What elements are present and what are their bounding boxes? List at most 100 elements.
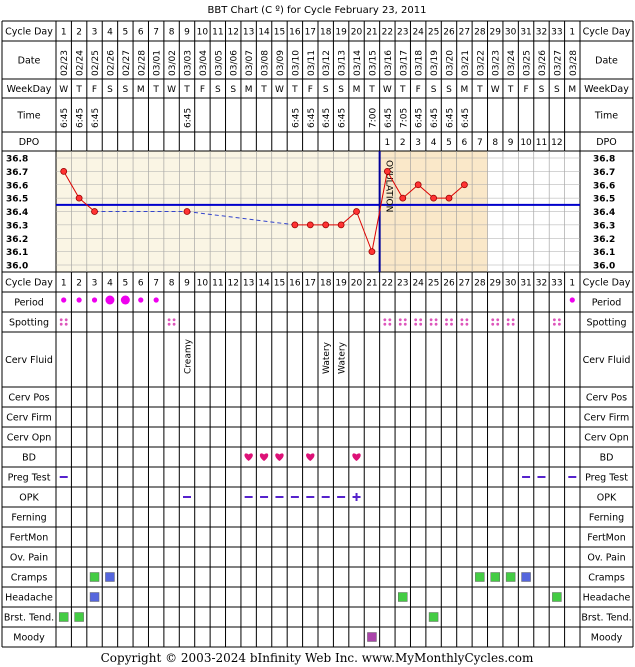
symptom-marks — [58, 295, 577, 642]
cerv-fluid-cell: Watery — [322, 341, 332, 374]
time-cell: 6:45 — [415, 108, 425, 128]
temperature-point — [183, 208, 191, 215]
row-label-right-cerv-firm: Cerv Firm — [584, 413, 629, 424]
cycle-day-cell: 1 — [61, 28, 67, 38]
spotting-dot — [445, 322, 448, 326]
date-cell: 02/26 — [106, 50, 116, 76]
period-dot — [153, 297, 159, 303]
cycle-day-cell-bottom: 29 — [490, 279, 502, 289]
period-dot — [61, 297, 67, 303]
weekday-cell: M — [461, 85, 469, 95]
date-cell: 03/27 — [553, 50, 563, 76]
row-label-right-cerv-fluid: Cerv Fluid — [583, 355, 631, 366]
cycle-day-cell-bottom: 21 — [366, 279, 377, 289]
weekday-cell: F — [523, 85, 528, 95]
cramps-box — [505, 572, 516, 582]
temperature-point — [306, 221, 314, 229]
weekday-cell: S — [107, 85, 113, 95]
row-label-spotting: Spotting — [9, 318, 49, 329]
temperature-line — [448, 184, 465, 199]
spotting-dot — [403, 322, 407, 326]
row-label-cycle-day: Cycle Day — [5, 27, 53, 38]
cycle-day-cell: 13 — [243, 28, 254, 38]
cycle-day-cell-bottom: 13 — [243, 279, 254, 289]
spotting-dot — [414, 322, 418, 326]
spotting-dot — [64, 322, 68, 326]
dpo-cell: 2 — [400, 138, 406, 148]
cycle-day-cell-bottom: 30 — [505, 279, 517, 289]
temperature-point — [368, 248, 376, 256]
period-dot — [138, 297, 144, 303]
row-label-date: Date — [18, 56, 41, 67]
cycle-day-cell-bottom: 25 — [428, 279, 439, 289]
date-cell: 03/12 — [322, 50, 332, 76]
headache-box — [552, 592, 562, 602]
weekday-cell: S — [215, 85, 221, 95]
weekday-cell: S — [230, 85, 236, 95]
temperature-line — [402, 184, 419, 199]
y-tick-left: 36.0 — [6, 262, 28, 272]
period-dot — [569, 297, 575, 303]
y-tick-right: 36.3 — [593, 221, 615, 231]
weekday-cell: S — [446, 85, 452, 95]
cycle-day-cell-bottom: 12 — [228, 279, 239, 289]
cycle-day-cell: 32 — [536, 28, 547, 38]
date-cell: 03/03 — [184, 50, 194, 76]
spotting-dot — [398, 322, 402, 326]
cramps-box — [105, 572, 115, 582]
dpo-cell: 6 — [462, 138, 468, 148]
spotting-dot — [388, 318, 392, 322]
date-cell: 03/23 — [492, 50, 502, 76]
row-label-right-cramps: Cramps — [588, 573, 625, 584]
spotting-dot — [172, 318, 176, 322]
date-cell: 02/24 — [76, 50, 86, 76]
bd-heart — [306, 453, 315, 461]
row-label-brst-tend: Brst. Tend. — [4, 613, 54, 624]
cycle-day-cell: 16 — [289, 28, 301, 38]
row-label-right-ferning: Ferning — [589, 513, 624, 524]
date-cell: 03/24 — [507, 50, 517, 76]
date-cell: 03/05 — [214, 50, 224, 76]
cycle-day-cell: 6 — [138, 28, 144, 38]
period-dot — [91, 297, 98, 303]
dpo-cell: 5 — [446, 138, 452, 148]
cycle-day-cell-bottom: 1 — [61, 279, 67, 289]
row-label-right-opk: OPK — [597, 493, 617, 504]
time-cell: 6:45 — [307, 108, 317, 128]
cycle-day-cell: 21 — [366, 28, 377, 38]
row-label-cerv-fluid: Cerv Fluid — [5, 355, 53, 366]
cycle-day-cell: 19 — [335, 28, 347, 38]
cycle-day-cell-bottom: 24 — [412, 279, 424, 289]
weekday-cell: W — [167, 85, 176, 95]
cycle-day-cell-bottom: 16 — [289, 279, 301, 289]
date-cell: 03/26 — [538, 50, 548, 76]
row-label-cerv-firm: Cerv Firm — [6, 413, 51, 424]
date-cell: 02/25 — [91, 50, 101, 76]
row-label-right-preg-test: Preg Test — [585, 473, 628, 484]
spotting-dot — [388, 322, 392, 326]
cycle-day-cell-bottom: 17 — [305, 279, 316, 289]
date-cell: 03/08 — [261, 50, 271, 76]
spotting-dot — [398, 318, 402, 322]
spotting-dot — [167, 322, 171, 326]
cycle-day-cell: 14 — [258, 28, 270, 38]
weekday-cell: T — [507, 85, 514, 95]
weekday-cell: T — [152, 85, 159, 95]
cycle-day-cell: 12 — [228, 28, 239, 38]
cramps-box — [475, 572, 485, 582]
grid-lines — [1, 20, 634, 648]
cycle-day-cell-bottom: 26 — [443, 279, 455, 289]
cerv-fluid-cell: Watery — [338, 341, 348, 374]
cycle-day-cell: 11 — [212, 28, 223, 38]
y-tick-left: 36.7 — [6, 168, 28, 178]
weekday-cell: W — [275, 85, 284, 95]
cycle-day-cell-bottom: 4 — [107, 279, 113, 289]
row-label-headache: Headache — [5, 593, 53, 604]
weekday-cell: W — [491, 85, 500, 95]
period-dot — [105, 295, 115, 305]
row-label-ferning: Ferning — [11, 513, 46, 524]
cycle-day-cell: 27 — [459, 28, 470, 38]
spotting-dot — [414, 318, 418, 322]
cycle-day-cell: 17 — [305, 28, 316, 38]
